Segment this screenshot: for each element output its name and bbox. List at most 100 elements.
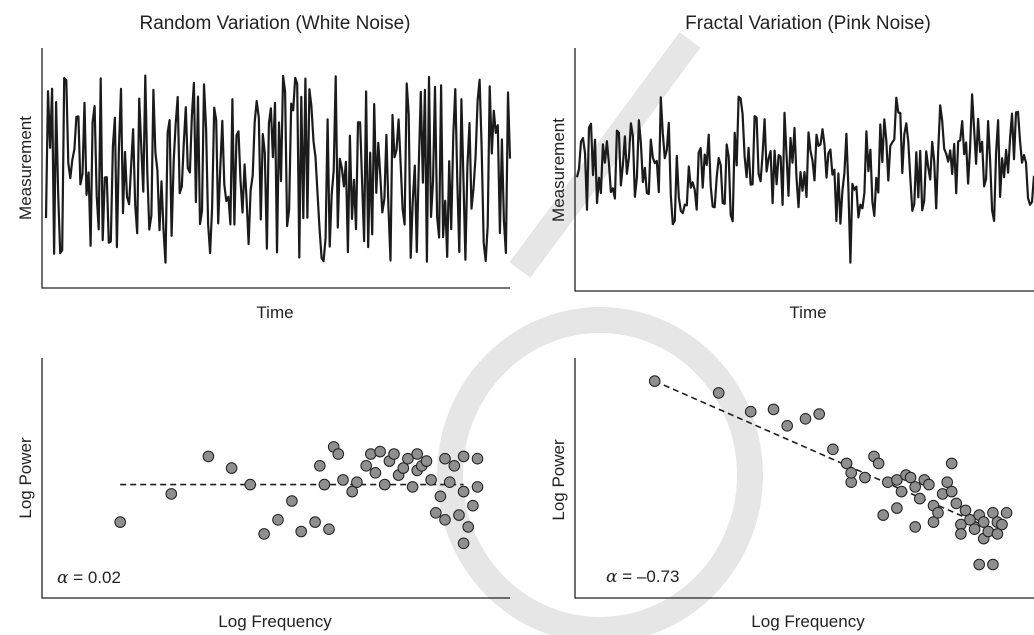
- y-axis-label: Measurement: [16, 116, 35, 220]
- scatter-point: [945, 485, 958, 498]
- scatter-point: [202, 450, 215, 463]
- scatter-point: [909, 521, 922, 533]
- scatter-point: [895, 485, 908, 498]
- alpha-value: = –0.73: [617, 567, 679, 586]
- scatter-point: [453, 509, 465, 521]
- y-axis: [574, 48, 1034, 292]
- scatter-point: [996, 518, 1008, 531]
- scatter-point: [402, 452, 414, 465]
- scatter-point: [945, 457, 958, 470]
- panel-title: Random Variation (White Noise): [139, 13, 410, 34]
- scatter-point: [318, 478, 331, 491]
- series-line-pink-noise: [575, 93, 1034, 264]
- scatter-point: [877, 509, 890, 521]
- scatter-point: [406, 481, 419, 493]
- scatter-point: [909, 481, 922, 493]
- scatter-point: [439, 514, 451, 526]
- scatter-point: [360, 460, 373, 472]
- y-axis-label: Measurement: [549, 118, 568, 222]
- scatter-point: [225, 462, 238, 474]
- scatter-point: [840, 457, 853, 470]
- scatter-point: [244, 478, 256, 491]
- alpha-annotation: α = 0.02: [57, 568, 121, 588]
- scatter-point: [891, 474, 903, 486]
- scatter-point: [781, 420, 794, 432]
- scatter-point: [457, 485, 470, 498]
- scatter-point: [859, 471, 871, 484]
- scatter-point: [950, 497, 963, 510]
- scatter-point: [309, 516, 321, 528]
- scatter-point: [987, 558, 999, 571]
- scatter-point: [471, 481, 484, 493]
- y-axis-label: Log Power: [549, 439, 568, 521]
- scatter-point: [845, 467, 858, 479]
- series-line-white-noise: [44, 74, 512, 264]
- scatter-point: [712, 387, 725, 399]
- scatter-point: [1000, 507, 1013, 519]
- scatter-point: [827, 443, 839, 456]
- scatter-point: [258, 528, 270, 540]
- scatter-point: [932, 507, 944, 519]
- scatter-point: [941, 476, 954, 489]
- scatter-point: [467, 499, 479, 512]
- scatter-point: [420, 455, 433, 467]
- scatter-point: [388, 448, 400, 460]
- alpha-symbol: α: [57, 568, 69, 588]
- scatter-point: [351, 476, 363, 489]
- scatter-point: [462, 521, 475, 533]
- y-axis: [41, 48, 510, 289]
- scatter-point: [286, 495, 298, 507]
- scatter-point: [959, 504, 972, 517]
- scatter-point: [973, 558, 986, 571]
- scatter-point: [337, 474, 349, 486]
- scatter-point: [374, 445, 386, 458]
- scatter-point: [314, 460, 326, 472]
- scatter-point: [425, 474, 437, 486]
- scatter-point: [991, 528, 1004, 540]
- scatter-point: [114, 516, 126, 528]
- scatter-point: [872, 457, 885, 470]
- x-axis-label: Log Frequency: [218, 612, 332, 631]
- panel-white-noise: Random Variation (White Noise) Measureme…: [16, 13, 512, 322]
- scatter-points: [648, 375, 1013, 571]
- scatter-point: [744, 405, 757, 418]
- scatter-point: [955, 528, 967, 540]
- scatter-point: [923, 478, 935, 491]
- scatter-point: [369, 467, 382, 479]
- scatter-point: [448, 460, 461, 472]
- y-axis: [41, 358, 510, 599]
- x-axis-label: Log Frequency: [751, 612, 865, 631]
- scatter-point: [434, 490, 447, 503]
- scatter-point: [927, 516, 940, 528]
- scatter-point: [964, 514, 976, 526]
- scatter-points: [114, 441, 484, 550]
- scatter-point: [323, 523, 335, 536]
- scatter-point: [378, 478, 391, 491]
- scatter-point: [295, 525, 308, 538]
- scatter-point: [411, 448, 424, 460]
- y-axis-label: Log Power: [16, 437, 35, 519]
- panel-pink-noise: Fractal Variation (Pink Noise) Measureme…: [549, 13, 1034, 322]
- scatter-point: [904, 471, 917, 484]
- panel-pink-spectrum: Log Power Log Frequency α = –0.73: [549, 358, 1034, 631]
- scatter-point: [471, 452, 484, 465]
- y-axis: [574, 358, 1034, 599]
- panel-white-spectrum: Log Power Log Frequency α = 0.02: [16, 358, 510, 631]
- alpha-value: = 0.02: [68, 568, 120, 587]
- scatter-point: [977, 516, 990, 528]
- scatter-point: [439, 452, 451, 465]
- scatter-point: [443, 476, 456, 489]
- scatter-point: [799, 413, 812, 425]
- scatter-point: [346, 485, 359, 498]
- alpha-annotation: α = –0.73: [606, 567, 679, 587]
- panel-title: Fractal Variation (Pink Noise): [685, 13, 931, 34]
- x-axis-label: Time: [789, 303, 826, 322]
- scatter-point: [987, 507, 999, 519]
- scatter-point: [165, 488, 178, 500]
- scatter-point: [332, 448, 345, 460]
- scatter-point: [891, 502, 903, 514]
- scatter-point: [767, 403, 780, 416]
- trend-line: [654, 380, 998, 533]
- scatter-point: [457, 450, 470, 463]
